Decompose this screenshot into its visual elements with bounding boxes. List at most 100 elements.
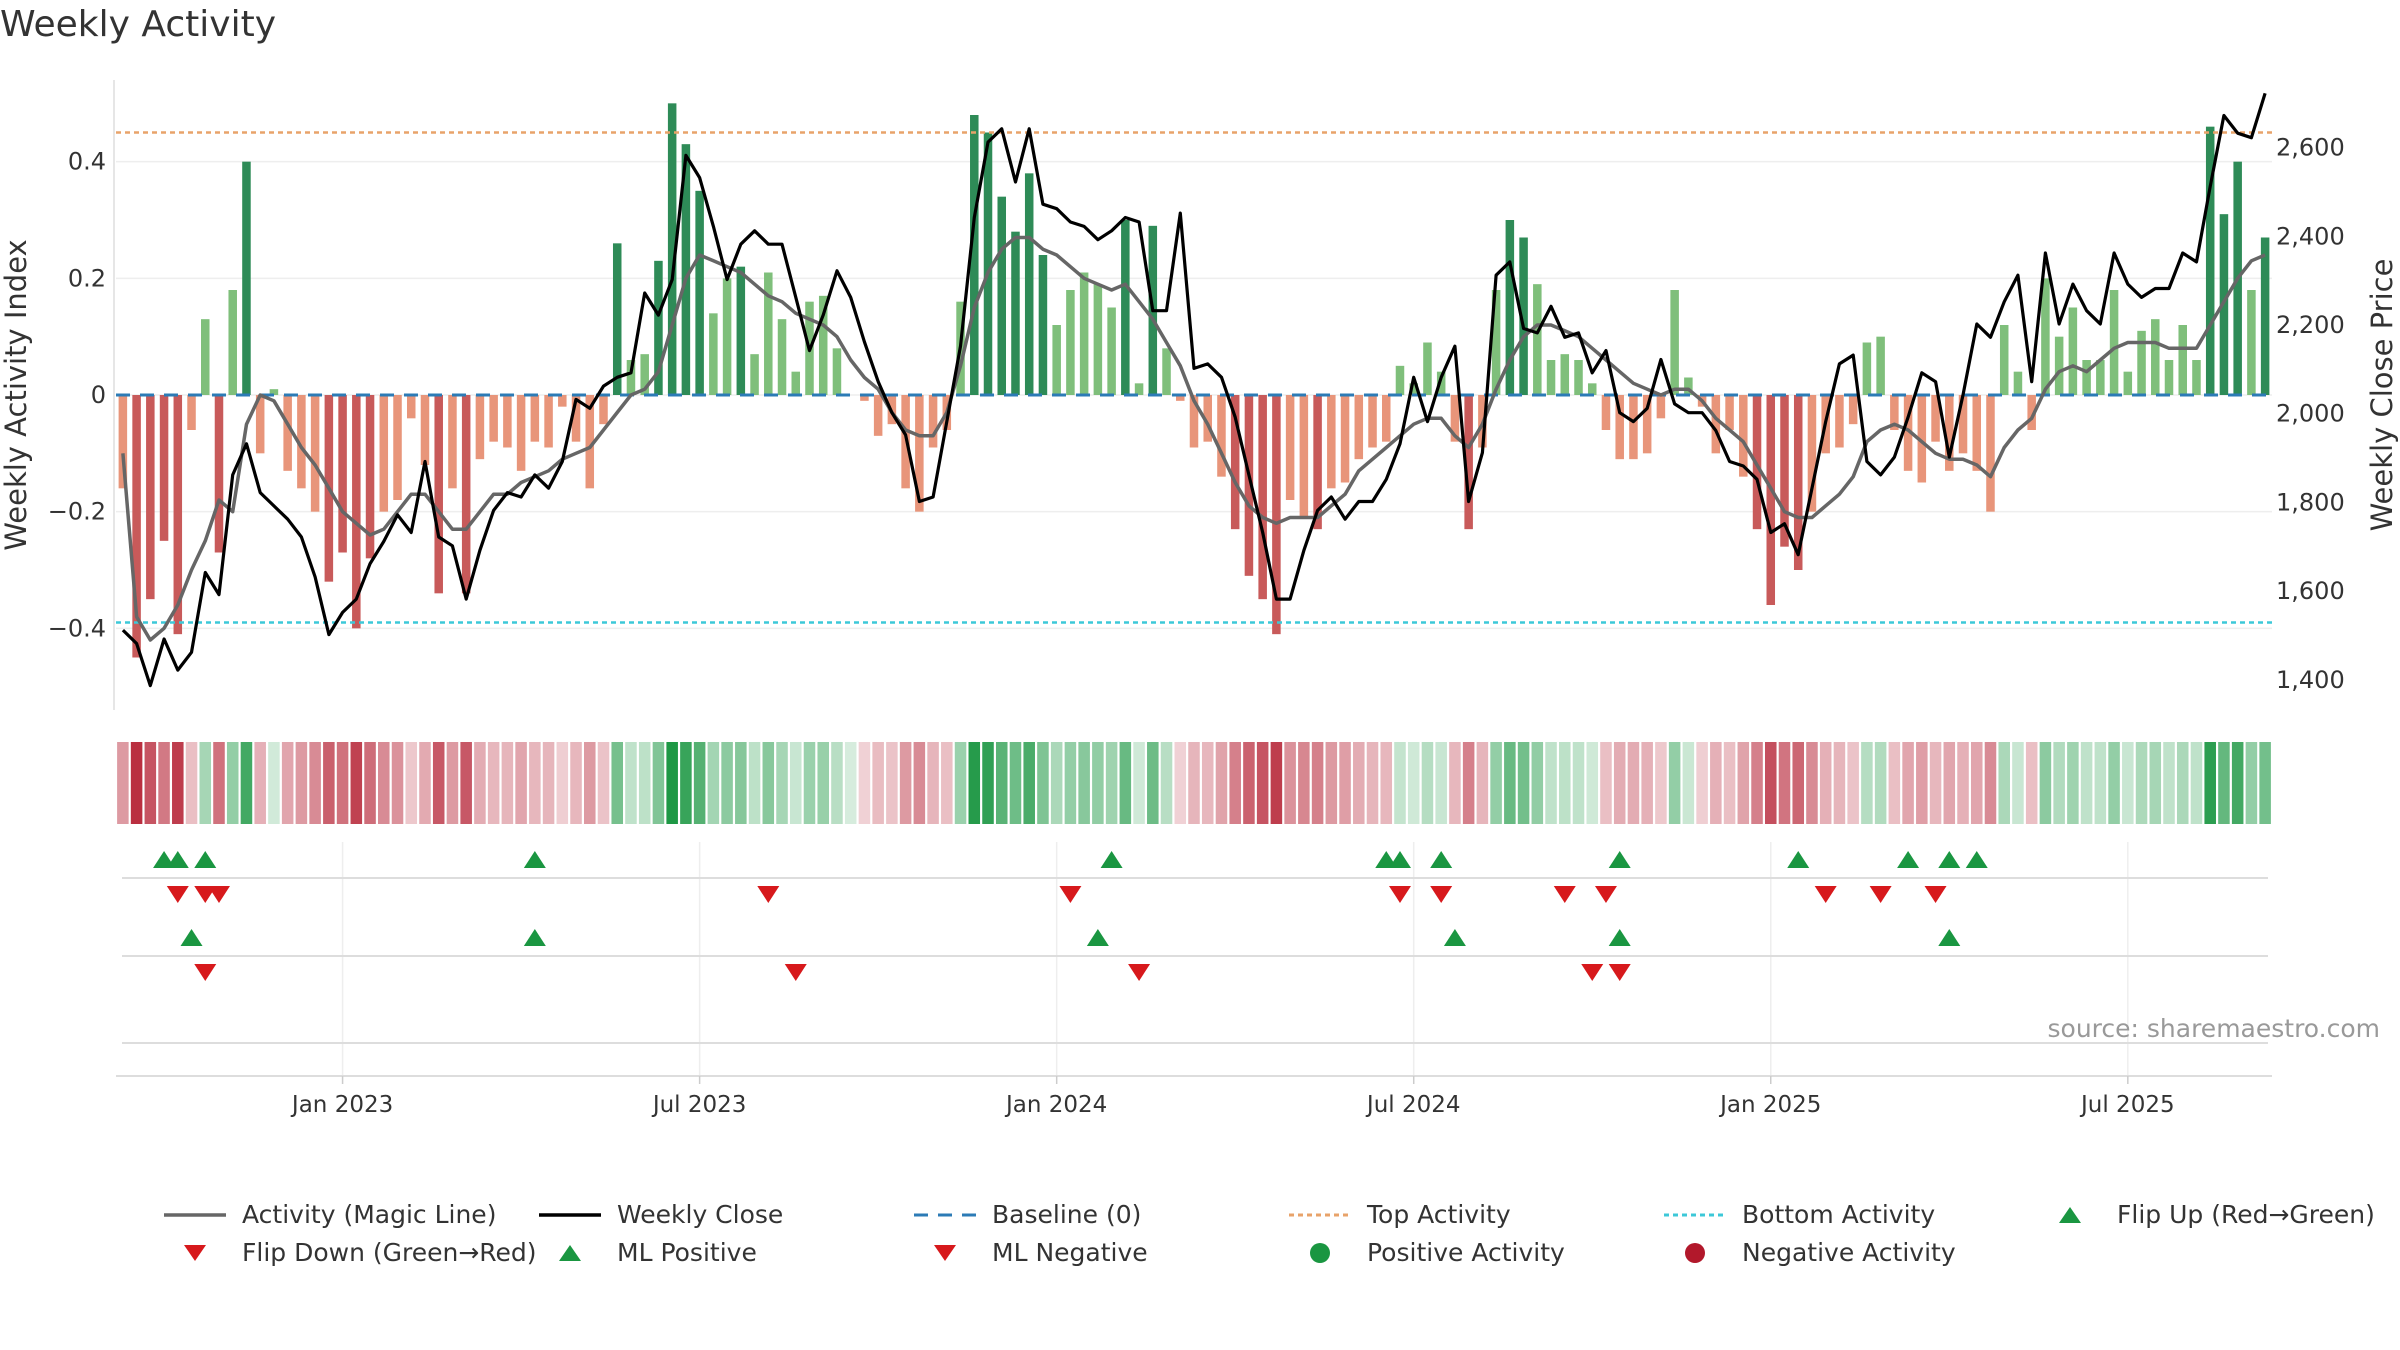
heat-strip-cell [1833, 742, 1846, 824]
legend-item: Weekly Close [535, 1200, 783, 1229]
heat-strip-cell [1778, 742, 1791, 824]
heat-strip-cell [707, 742, 720, 824]
activity-bar [393, 395, 402, 500]
heat-strip-cell [1050, 742, 1063, 824]
activity-bar [242, 161, 251, 395]
heat-strip-cell [2122, 742, 2134, 824]
heat-strip-cell [1490, 742, 1502, 824]
activity-bar [489, 395, 498, 442]
activity-bar [544, 395, 553, 448]
activity-bar [1024, 173, 1034, 395]
heat-strip-cell [240, 742, 253, 824]
activity-bar [970, 115, 979, 395]
legend-item: ML Positive [535, 1238, 757, 1267]
flip-down-marker [1594, 886, 1617, 903]
heat-strip-cell [1407, 742, 1420, 824]
activity-bar [269, 389, 279, 395]
activity-bar [1505, 220, 1515, 395]
activity-bar [2260, 237, 2270, 395]
activity-bar [2192, 360, 2201, 395]
activity-bar [1958, 395, 1968, 454]
heat-strip-cell [1874, 742, 1887, 824]
heat-strip-cell [872, 742, 884, 824]
x-tick-label: Jan 2023 [290, 1092, 393, 1118]
heat-strip-cell [1353, 742, 1365, 824]
activity-bar [1972, 395, 1982, 471]
heat-strip-cell [2053, 742, 2065, 824]
heat-strip-cell [1984, 742, 1997, 824]
flip-up-marker [194, 851, 217, 868]
activity-bar [585, 395, 595, 489]
source-attribution: source: sharemaestro.com [2047, 1014, 2381, 1043]
heat-strip-cell [968, 742, 981, 824]
activity-bar [2041, 278, 2050, 395]
right-tick-label: 2,000 [2276, 400, 2345, 428]
legend-swatch [2035, 1203, 2105, 1227]
heat-strip-cell [542, 742, 555, 824]
heat-strip-cell [336, 742, 349, 824]
legend-swatch [910, 1241, 980, 1265]
activity-bar [860, 395, 869, 401]
left-tick-label: −0.2 [48, 498, 106, 526]
heat-strip-cell [185, 742, 198, 824]
heat-strip-cell [1517, 742, 1530, 824]
heat-strip-cell [735, 742, 747, 824]
activity-bar [777, 319, 787, 395]
flip-up-marker [1388, 851, 1411, 868]
heat-strip-cell [1819, 742, 1832, 824]
activity-bar [997, 196, 1007, 395]
heat-strip-cell [281, 742, 294, 824]
activity-bar [2096, 360, 2105, 395]
activity-bar [2247, 290, 2256, 395]
heat-strip-cell [1325, 742, 1338, 824]
activity-bar [1299, 395, 1309, 518]
heat-strip-cell [899, 742, 912, 824]
activity-bar [530, 395, 540, 442]
activity-bar [1574, 360, 1583, 395]
legend-label: Flip Down (Green→Red) [242, 1238, 537, 1267]
activity-bar [1203, 395, 1212, 442]
heat-strip-cell [2094, 742, 2107, 824]
activity-bar [2205, 126, 2215, 396]
activity-bar [558, 395, 567, 407]
activity-bar [1107, 307, 1116, 395]
heat-strip-cell [1119, 742, 1132, 824]
heat-strip-cell [323, 742, 335, 824]
activity-bar [1134, 383, 1144, 395]
activity-bar [1656, 395, 1666, 419]
activity-bar [1230, 395, 1240, 530]
ml-positive-marker [1443, 929, 1466, 946]
heat-strip-cell [1105, 742, 1118, 824]
legend-label: Bottom Activity [1742, 1200, 1936, 1229]
activity-bar [640, 354, 649, 395]
heat-strip-cell [1421, 742, 1434, 824]
heat-strip-cell [1243, 742, 1255, 824]
heat-strip-cell [913, 742, 926, 824]
heat-strip-cell [2039, 742, 2052, 824]
heat-strip-cell [2176, 742, 2189, 824]
activity-bar [173, 395, 183, 635]
activity-bar [599, 395, 608, 425]
activity-bar [667, 103, 677, 395]
heat-strip-cell [748, 742, 761, 824]
activity-bar [1670, 290, 1679, 395]
activity-bar [1533, 284, 1542, 395]
heat-strip-cell [982, 742, 994, 824]
activity-bar [448, 395, 457, 489]
heat-strip-cell [2012, 742, 2024, 824]
heat-strip-cell [1394, 742, 1406, 824]
heat-strip-cell [295, 742, 308, 824]
heat-strip-cell [1092, 742, 1104, 824]
x-tick-label: Jul 2025 [2079, 1092, 2175, 1118]
activity-bar [146, 395, 155, 600]
activity-bar [1725, 395, 1734, 430]
activity-bar [201, 319, 210, 395]
heat-strip-cell [721, 742, 733, 824]
activity-bar [352, 395, 361, 629]
heat-strip-cell [1215, 742, 1228, 824]
legend-label: Positive Activity [1367, 1238, 1565, 1267]
activity-bar [1052, 325, 1061, 395]
legend-swatch [1285, 1203, 1355, 1227]
activity-bar [1285, 395, 1295, 500]
